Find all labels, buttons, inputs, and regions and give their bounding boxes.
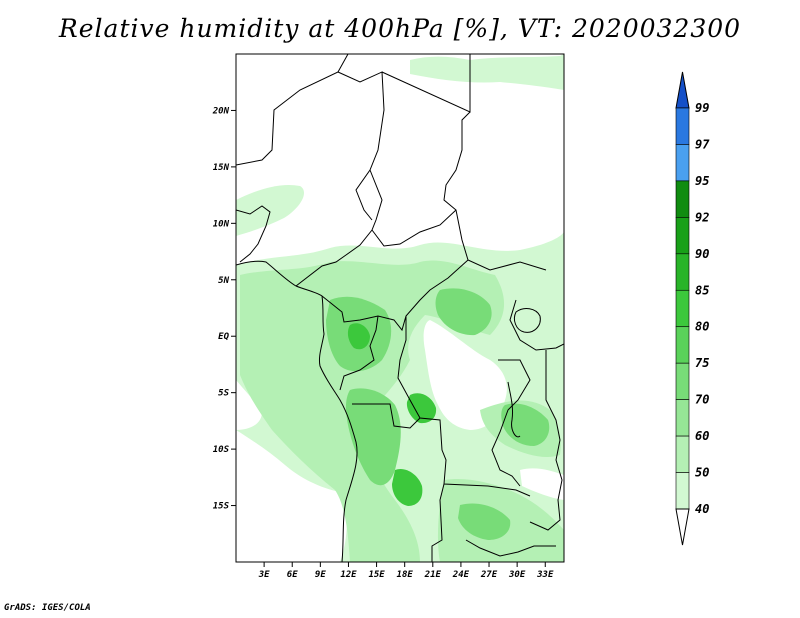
colorbar-label: 92: [695, 210, 709, 224]
colorbar-label: 99: [695, 101, 709, 115]
border: [236, 54, 349, 166]
humidity-region-moist: [345, 388, 401, 486]
lon-tick-label: 12E: [340, 570, 357, 580]
humidity-region-wet: [347, 323, 370, 350]
lon-tick-label: 9E: [315, 570, 326, 580]
grads-credit: GrADS: IGES/COLA: [4, 603, 91, 613]
humidity-region-moist: [501, 403, 550, 446]
lat-tick-label: 10N: [213, 219, 230, 229]
colorbar: 99 97 95 92 90 85 80 75 70 60 50 40: [675, 71, 710, 546]
lon-tick-label: 18E: [397, 570, 414, 580]
colorbar-label: 60: [695, 429, 709, 443]
border: [371, 209, 457, 247]
lon-tick-label: 30E: [508, 570, 526, 580]
lon-tick-label: 33E: [536, 570, 554, 580]
colorbar-bottom-triangle: [675, 508, 690, 546]
colorbar-segment: [675, 253, 690, 291]
border: [529, 350, 563, 531]
humidity-region-medium: [240, 260, 505, 562]
country-boundaries: [236, 54, 564, 562]
lon-tick-label: 6E: [287, 570, 298, 580]
colorbar-segment: [675, 289, 690, 328]
border: [321, 259, 469, 332]
lat-tick-label: 10S: [213, 445, 230, 455]
map-title: Relative humidity at 400hPa [%], VT: 202…: [58, 14, 742, 43]
humidity-field: [236, 54, 564, 562]
border: [491, 359, 531, 487]
colorbar-segment: [675, 472, 690, 510]
colorbar-segment: [675, 435, 690, 473]
colorbar-top-triangle: [675, 71, 690, 109]
border: [352, 403, 421, 429]
colorbar-segment: [675, 399, 690, 437]
longitude-axis: 3E 6E 9E 12E 15E 18E 21E 24E 27E 30E 33E: [258, 562, 554, 580]
lat-tick-label: 15S: [213, 502, 230, 512]
colorbar-segment: [675, 217, 690, 255]
humidity-region-wet: [406, 393, 437, 424]
border: [397, 316, 531, 497]
colorbar-label: 97: [695, 137, 710, 151]
humidity-region-moist: [435, 288, 492, 336]
lon-tick-label: 27E: [480, 570, 498, 580]
humidity-region-wet: [392, 468, 423, 506]
border: [431, 483, 445, 562]
colorbar-segment: [675, 107, 690, 145]
colorbar-label: 90: [695, 247, 709, 261]
humidity-region-light: [236, 184, 305, 236]
border: [236, 205, 271, 263]
colorbar-label: 70: [695, 393, 709, 407]
lat-tick-label: 5N: [218, 276, 229, 286]
humidity-region-moist: [458, 503, 511, 540]
map-frame: [235, 53, 565, 563]
border: [465, 539, 556, 557]
lon-tick-label: 24E: [452, 570, 470, 580]
border: [295, 169, 383, 287]
colorbar-label: 95: [695, 174, 709, 188]
humidity-dry-zone: [423, 320, 507, 430]
lon-tick-label: 3E: [258, 570, 270, 580]
humidity-dry-zone: [520, 468, 564, 500]
lat-tick-label: 20N: [212, 106, 230, 116]
colorbar-segment: [675, 326, 690, 364]
lat-tick-label: EQ: [218, 332, 229, 342]
colorbar-label: 50: [695, 466, 709, 480]
coastline: [236, 260, 358, 562]
colorbar-segment: [675, 362, 690, 400]
border: [509, 299, 564, 351]
lat-tick-label: 15N: [213, 163, 230, 173]
humidity-dry-zone: [236, 380, 262, 430]
border: [339, 315, 379, 391]
lat-tick-label: 5S: [218, 389, 229, 399]
lon-tick-label: 21E: [424, 570, 442, 580]
colorbar-label: 75: [695, 356, 709, 370]
colorbar-segment: [675, 180, 690, 218]
border: [443, 111, 547, 271]
colorbar-segment: [675, 144, 690, 182]
humidity-dry-zone: [236, 430, 347, 562]
colorbar-label: 80: [695, 320, 709, 334]
colorbar-label: 40: [695, 502, 709, 516]
lake-outline: [507, 381, 521, 438]
latitude-axis: 20N 15N 10N 5N EQ 5S 10S 15S: [212, 106, 236, 512]
colorbar-label: 85: [695, 283, 709, 297]
lake-outline: [513, 308, 541, 333]
border: [337, 71, 385, 221]
humidity-region-light: [410, 54, 564, 90]
lon-tick-label: 15E: [368, 570, 385, 580]
